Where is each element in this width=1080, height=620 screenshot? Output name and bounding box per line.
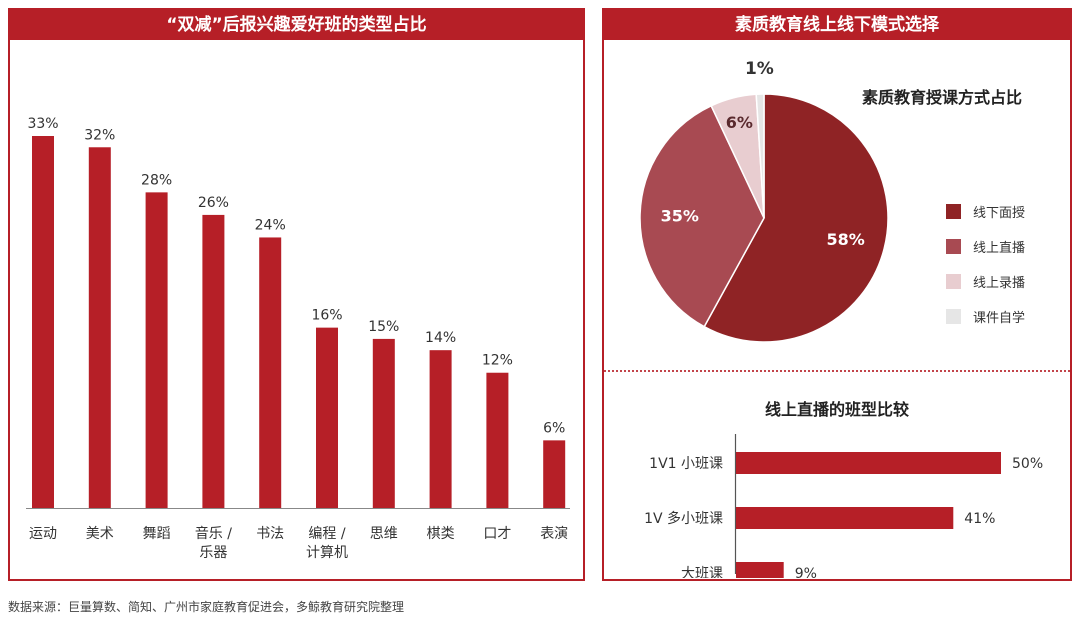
- hbar-category-label-0: 1V1 小班课: [649, 456, 723, 472]
- bar-category-label-3: 音乐 /: [195, 525, 232, 542]
- hbar-value-label-1: 41%: [964, 511, 995, 527]
- bar-category-label-3: 乐器: [199, 545, 227, 561]
- bar-category-label-6: 思维: [370, 526, 398, 542]
- pie-slice-0: [703, 93, 889, 343]
- bar-category-label-2: 舞蹈: [143, 526, 171, 542]
- right-chart-panel: 素质教育线上线下模式选择 58% 35% 6% 1% 素质教育授课方式占比 线下面授线…: [602, 8, 1072, 581]
- hbar-0: [736, 452, 1001, 474]
- bar-category-label-5: 计算机: [306, 545, 348, 561]
- bar-7: [429, 350, 452, 508]
- bar-category-label-8: 口才: [483, 526, 511, 542]
- bar-category-label-5: 编程 /: [308, 526, 345, 542]
- bar-value-label-9: 6%: [543, 420, 565, 436]
- pie-slice-1: [639, 104, 765, 328]
- data-source-note: 数据来源：巨量算数、简知、广州市家庭教育促进会，多鲸教育研究院整理: [8, 600, 405, 614]
- legend-swatch-0: [946, 204, 961, 219]
- bar-9: [543, 440, 566, 508]
- left-chart-panel: “双减”后报兴趣爱好班的类型占比 33% 运动 32% 美术 28% 舞蹈 26% 音乐 / 乐…: [8, 8, 585, 581]
- legend-label-3: 课件自学: [973, 311, 1026, 326]
- legend-swatch-1: [946, 239, 961, 254]
- hbar-category-label-2: 大班课: [681, 566, 723, 578]
- bar-6: [372, 338, 395, 508]
- pie-value-label-0: 58%: [827, 230, 865, 249]
- bar-value-label-7: 14%: [425, 330, 456, 346]
- bar-4: [259, 237, 282, 509]
- pie-value-label-3: 1%: [745, 59, 774, 79]
- bar-value-label-1: 32%: [84, 127, 115, 143]
- hbar-value-label-0: 50%: [1012, 456, 1043, 472]
- legend-swatch-2: [946, 274, 961, 289]
- hbar-value-label-2: 9%: [795, 566, 817, 578]
- pie-value-label-1: 35%: [661, 206, 699, 225]
- bar-8: [486, 372, 509, 508]
- bar-5: [316, 327, 338, 508]
- bar-category-label-1: 美术: [86, 526, 114, 542]
- teaching-mode-pie-chart: 58% 35% 6% 1%: [639, 59, 889, 343]
- pie-legend: 线下面授线上直播线上录播课件自学: [946, 194, 1025, 334]
- bar-0: [32, 136, 54, 508]
- bar-category-label-7: 棋类: [427, 526, 455, 542]
- bar-category-label-4: 书法: [256, 526, 284, 542]
- pie-value-label-2: 6%: [726, 113, 753, 132]
- bar-value-label-2: 28%: [141, 172, 172, 188]
- hbar-1: [736, 507, 954, 529]
- bar-1: [88, 147, 111, 508]
- right-panel-title: 素质教育线上线下模式选择: [604, 10, 1070, 40]
- bar-value-label-5: 16%: [311, 308, 342, 324]
- section-divider: [604, 370, 1070, 372]
- live-class-type-bar-chart: 1V1 小班课 50% 1V 多小班课 41% 大班课 9%: [644, 434, 1043, 578]
- pie-slice-3: [755, 93, 765, 219]
- hbar-category-label-1: 1V 多小班课: [644, 510, 723, 527]
- legend-item-3: 课件自学: [946, 299, 1025, 334]
- legend-label-0: 线下面授: [973, 206, 1026, 221]
- legend-item-1: 线上直播: [946, 229, 1025, 264]
- bar-category-label-0: 运动: [29, 526, 57, 542]
- pie-chart-title: 素质教育授课方式占比: [862, 88, 1023, 107]
- bar-3: [202, 214, 225, 508]
- hbar-2: [736, 562, 784, 578]
- bar-value-label-3: 26%: [198, 195, 229, 211]
- bar-2: [145, 192, 168, 508]
- bar-value-label-0: 33%: [27, 116, 58, 132]
- legend-swatch-3: [946, 309, 961, 324]
- legend-label-1: 线上直播: [973, 241, 1026, 256]
- bar-value-label-6: 15%: [368, 319, 399, 335]
- bar-value-label-4: 24%: [255, 217, 286, 233]
- legend-item-2: 线上录播: [946, 264, 1025, 299]
- hbar-chart-title: 线上直播的班型比较: [764, 400, 909, 419]
- legend-item-0: 线下面授: [946, 194, 1025, 229]
- bar-category-label-9: 表演: [540, 526, 568, 542]
- left-panel-title: “双减”后报兴趣爱好班的类型占比: [10, 10, 583, 40]
- interest-class-bar-chart: 33% 运动 32% 美术 28% 舞蹈 26% 音乐 / 乐器 24% 书法 16% 编程 / 计算机 1…: [26, 116, 570, 561]
- legend-label-2: 线上录播: [973, 276, 1026, 291]
- bar-value-label-8: 12%: [482, 353, 513, 369]
